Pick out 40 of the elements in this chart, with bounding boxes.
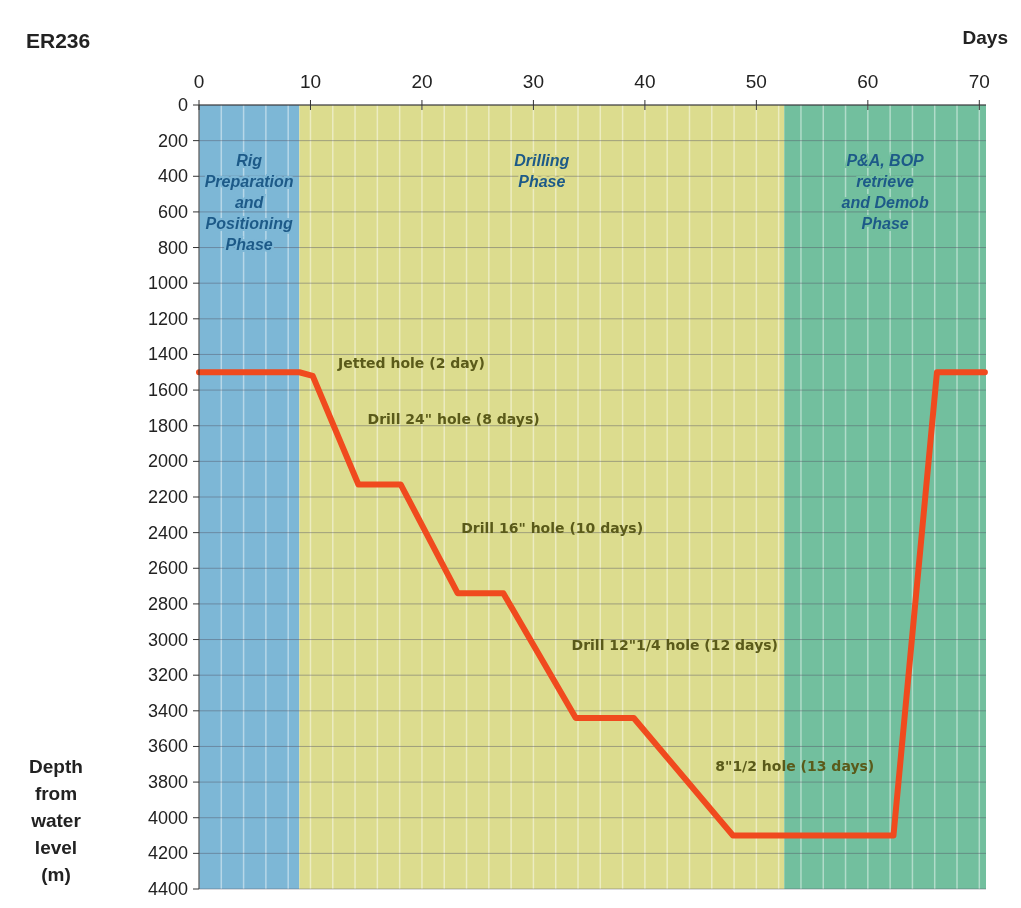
y-tick-label: 1800 (147, 415, 188, 436)
y-tick-label: 4200 (147, 843, 188, 864)
annotation: Jetted hole (2 day) (337, 355, 485, 372)
y-tick-label: 600 (157, 201, 188, 222)
y-tick-label: 400 (157, 166, 188, 187)
band-label: Drilling Phase (514, 152, 570, 190)
y-tick-label: 2600 (147, 558, 188, 579)
x-axis-title: Days (962, 27, 1008, 48)
x-tick-label: 50 (745, 71, 767, 92)
y-tick-label: 2000 (147, 451, 188, 472)
annotation: Drill 16" hole (10 days) (461, 519, 644, 536)
y-tick-label: 3200 (147, 665, 188, 686)
chart-title: ER236 (26, 29, 91, 52)
y-tick-label: 3600 (147, 736, 188, 757)
y-tick-label: 1400 (147, 344, 188, 365)
y-tick-label: 4400 (147, 879, 188, 899)
y-tick-label: 200 (157, 130, 188, 151)
x-tick-label: 70 (968, 71, 990, 92)
x-tick-label: 10 (299, 71, 322, 92)
annotation: Drill 24" hole (8 days) (367, 411, 540, 428)
x-tick-label: 60 (857, 71, 879, 92)
y-tick-label: 0 (177, 95, 188, 115)
y-tick-label: 2400 (147, 522, 188, 543)
y-tick-label: 3000 (147, 629, 188, 650)
x-tick-label: 20 (411, 71, 433, 92)
y-tick-label: 3800 (147, 772, 188, 793)
y-tick-label: 1000 (147, 273, 188, 294)
y-tick-label: 1200 (147, 308, 188, 329)
y-tick-label: 3400 (147, 700, 188, 721)
x-tick-label: 0 (193, 71, 205, 92)
x-tick-label: 40 (634, 71, 656, 92)
y-axis-title: Depth from water level (m) (29, 756, 83, 885)
y-tick-label: 1600 (147, 380, 188, 401)
annotation: Drill 12"1/4 hole (12 days) (571, 636, 778, 653)
y-tick-label: 2800 (147, 593, 188, 614)
y-tick-label: 2200 (147, 487, 188, 507)
band-label: Rig Preparation and Positioning Phase (204, 152, 294, 253)
y-tick-label: 800 (157, 237, 188, 258)
y-tick-label: 4000 (147, 807, 188, 828)
x-tick-label: 30 (522, 71, 544, 92)
